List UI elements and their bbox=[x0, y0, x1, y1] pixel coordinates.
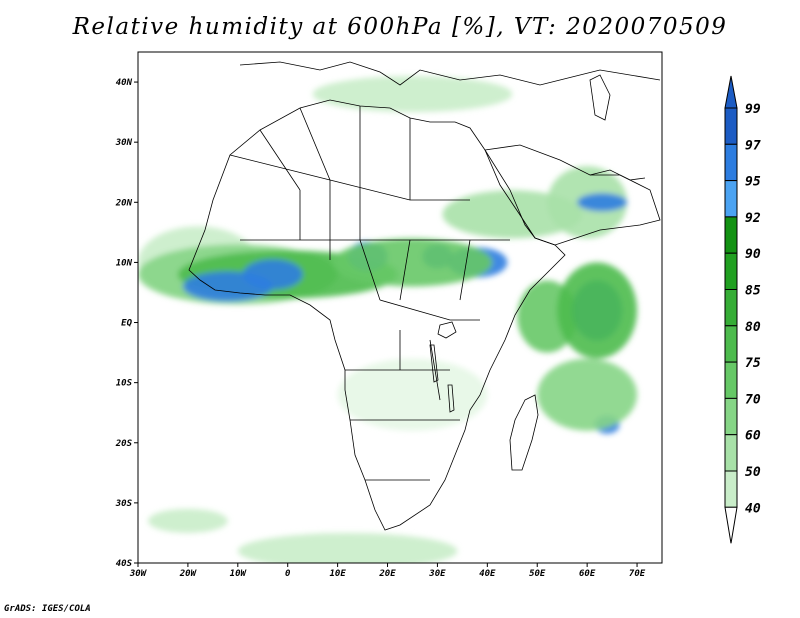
humidity-region-20 bbox=[337, 358, 488, 431]
colorbar-box-5 bbox=[724, 289, 738, 327]
colorbar-box-1 bbox=[724, 434, 738, 472]
colorbar-label-50: 50 bbox=[745, 465, 761, 480]
lon-tick-label-5: 20E bbox=[378, 569, 396, 579]
country-borders bbox=[188, 61, 661, 531]
lat-tick-label-5: 10S bbox=[116, 379, 133, 389]
lat-tick-label-4: EQ bbox=[121, 319, 132, 329]
europe-coast bbox=[239, 61, 661, 86]
colorbar: 40 50 60 70 75 80 85 90 92 95 97 99 bbox=[724, 75, 761, 544]
lat-tick-label-7: 30S bbox=[115, 499, 133, 509]
colorbar-label-85: 85 bbox=[745, 284, 761, 299]
lon-tick-label-9: 60E bbox=[579, 569, 596, 579]
grads-credit: GrADS: IGES/COLA bbox=[4, 604, 91, 614]
colorbar-label-97: 97 bbox=[745, 138, 761, 153]
colorbar-label-75: 75 bbox=[745, 356, 761, 371]
madagascar-outline bbox=[509, 394, 539, 471]
arabia-outline bbox=[484, 144, 661, 246]
lat-tick-label-8: 40S bbox=[116, 559, 133, 569]
colorbar-label-60: 60 bbox=[745, 429, 761, 444]
colorbar-label-90: 90 bbox=[745, 247, 761, 262]
humidity-region-19 bbox=[312, 76, 513, 113]
colorbar-box-4 bbox=[724, 325, 738, 363]
lon-tick-label-7: 40E bbox=[479, 569, 496, 579]
colorbar-under-triangle bbox=[724, 506, 738, 544]
axis-ticks: 30W 20W 10W 0 10E 20E 30E 40E 50E 60E 70E 40N 30N 20N… bbox=[115, 78, 646, 579]
lon-tick-label-0: 30W bbox=[129, 569, 148, 579]
lat-tick-label-0: 40N bbox=[116, 78, 133, 88]
lon-tick-label-3: 0 bbox=[285, 569, 291, 579]
colorbar-box-2 bbox=[724, 397, 738, 436]
lon-tick-label-4: 10E bbox=[329, 569, 346, 579]
humidity-region-18 bbox=[147, 508, 228, 533]
humidity-region-16 bbox=[577, 193, 628, 212]
colorbar-label-70: 70 bbox=[745, 392, 761, 407]
lake-victoria bbox=[437, 321, 457, 339]
lat-tick-label-3: 10N bbox=[116, 258, 133, 268]
colorbar-box-10 bbox=[724, 107, 738, 145]
border-lines bbox=[229, 106, 510, 481]
lon-tick-label-2: 10W bbox=[230, 569, 248, 579]
humidity-region-17 bbox=[237, 532, 458, 563]
colorbar-over-triangle bbox=[724, 75, 738, 109]
colorbar-label-95: 95 bbox=[745, 175, 761, 190]
lake-malawi bbox=[447, 384, 455, 413]
humidity-region-14 bbox=[537, 358, 638, 431]
lake-tanganyika bbox=[429, 344, 439, 383]
lon-tick-label-6: 30E bbox=[428, 569, 446, 579]
chart-title: Relative humidity at 600hPa [%], VT: 202… bbox=[72, 14, 728, 40]
plot-frame bbox=[137, 51, 663, 564]
africa-outline bbox=[188, 99, 566, 531]
humidity-region-4 bbox=[242, 259, 303, 290]
lat-tick-label-1: 30N bbox=[115, 138, 133, 148]
humidity-region-9 bbox=[442, 190, 583, 239]
lat-tick-label-2: 20N bbox=[115, 198, 133, 208]
colorbar-box-0 bbox=[724, 470, 738, 508]
colorbar-box-8 bbox=[724, 180, 738, 218]
colorbar-label-92: 92 bbox=[745, 211, 761, 226]
colorbar-box-3 bbox=[724, 361, 738, 399]
lon-tick-label-8: 50E bbox=[529, 569, 546, 579]
lat-tick-label-6: 20S bbox=[115, 439, 133, 449]
colorbar-label-99: 99 bbox=[745, 102, 761, 117]
caspian-sea bbox=[589, 74, 611, 121]
colorbar-box-7 bbox=[724, 216, 738, 254]
lon-tick-label-1: 20W bbox=[179, 569, 198, 579]
humidity-region-12 bbox=[557, 262, 638, 359]
colorbar-box-6 bbox=[724, 252, 738, 290]
persian-gulf-coast bbox=[589, 169, 646, 181]
colorbar-label-80: 80 bbox=[745, 320, 761, 335]
lon-tick-label-10: 70E bbox=[629, 569, 646, 579]
humidity-region-8 bbox=[332, 238, 493, 287]
colorbar-box-9 bbox=[724, 143, 738, 182]
colorbar-label-40: 40 bbox=[745, 501, 761, 516]
